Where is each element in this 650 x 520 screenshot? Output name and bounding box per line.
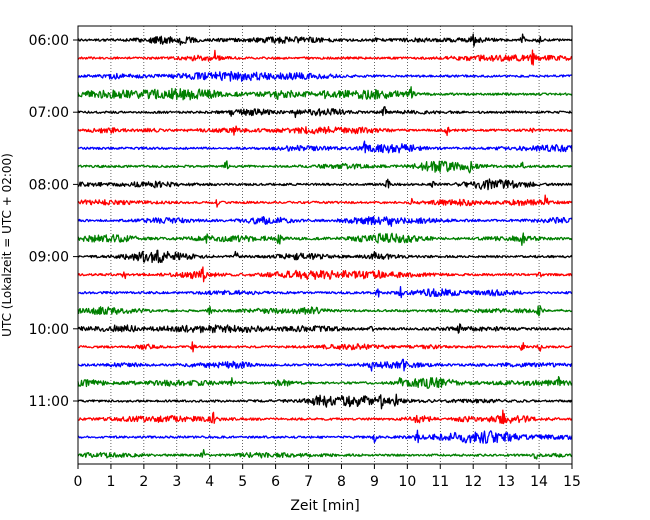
trace-line bbox=[77, 305, 573, 317]
x-tick-label: 1 bbox=[106, 474, 115, 490]
trace-line bbox=[77, 160, 573, 174]
x-tick-label: 6 bbox=[271, 474, 280, 490]
trace-line bbox=[77, 178, 573, 191]
trace-line bbox=[77, 249, 573, 264]
trace-line bbox=[77, 140, 573, 154]
x-tick-label: 10 bbox=[398, 474, 416, 490]
x-axis-label: Zeit [min] bbox=[290, 498, 359, 514]
trace-line bbox=[77, 449, 573, 460]
trace-line bbox=[77, 70, 573, 82]
trace-line bbox=[77, 194, 573, 208]
x-tick-label: 11 bbox=[431, 474, 449, 490]
y-tick-label: 11:00 bbox=[29, 394, 69, 410]
trace-line bbox=[77, 232, 573, 246]
x-tick-label: 7 bbox=[304, 474, 313, 490]
y-tick-label: 07:00 bbox=[29, 105, 69, 121]
trace-line bbox=[77, 106, 573, 119]
x-axis: 0 1 2 3 4 5 6 7 8 9 10 11 12 13 14 15 bbox=[74, 464, 581, 490]
trace-line bbox=[77, 86, 573, 101]
trace-line bbox=[77, 323, 573, 334]
trace-line bbox=[77, 409, 573, 425]
y-tick-label: 10:00 bbox=[29, 322, 69, 338]
x-tick-label: 3 bbox=[172, 474, 181, 490]
trace-line bbox=[77, 358, 573, 372]
x-tick-label: 12 bbox=[464, 474, 482, 490]
trace-line bbox=[77, 33, 573, 47]
trace-line bbox=[77, 266, 573, 283]
trace-line bbox=[77, 125, 573, 137]
x-tick-label: 8 bbox=[337, 474, 346, 490]
x-tick-label: 15 bbox=[563, 474, 581, 490]
traces bbox=[77, 33, 573, 460]
y-axis-label: UTC (Lokalzeit = UTC + 02:00) bbox=[0, 153, 14, 337]
trace-line bbox=[77, 286, 573, 299]
x-tick-label: 4 bbox=[205, 474, 214, 490]
x-tick-label: 0 bbox=[74, 474, 83, 490]
y-tick-label: 08:00 bbox=[29, 177, 69, 193]
x-tick-label: 9 bbox=[370, 474, 379, 490]
x-tick-label: 5 bbox=[238, 474, 247, 490]
x-tick-label: 13 bbox=[497, 474, 515, 490]
trace-line bbox=[77, 393, 573, 410]
x-tick-label: 2 bbox=[139, 474, 148, 490]
y-tick-label: 09:00 bbox=[29, 250, 69, 266]
trace-line bbox=[77, 341, 573, 353]
trace-line bbox=[77, 215, 573, 227]
trace-line bbox=[77, 49, 573, 66]
grid-lines bbox=[110, 26, 540, 464]
y-tick-label: 06:00 bbox=[29, 33, 69, 49]
y-axis: 06:00 07:00 08:00 09:00 10:00 11:00 bbox=[29, 33, 78, 410]
trace-line bbox=[77, 375, 573, 389]
trace-line bbox=[77, 429, 573, 444]
x-tick-label: 14 bbox=[530, 474, 548, 490]
plot-frame bbox=[77, 25, 573, 465]
